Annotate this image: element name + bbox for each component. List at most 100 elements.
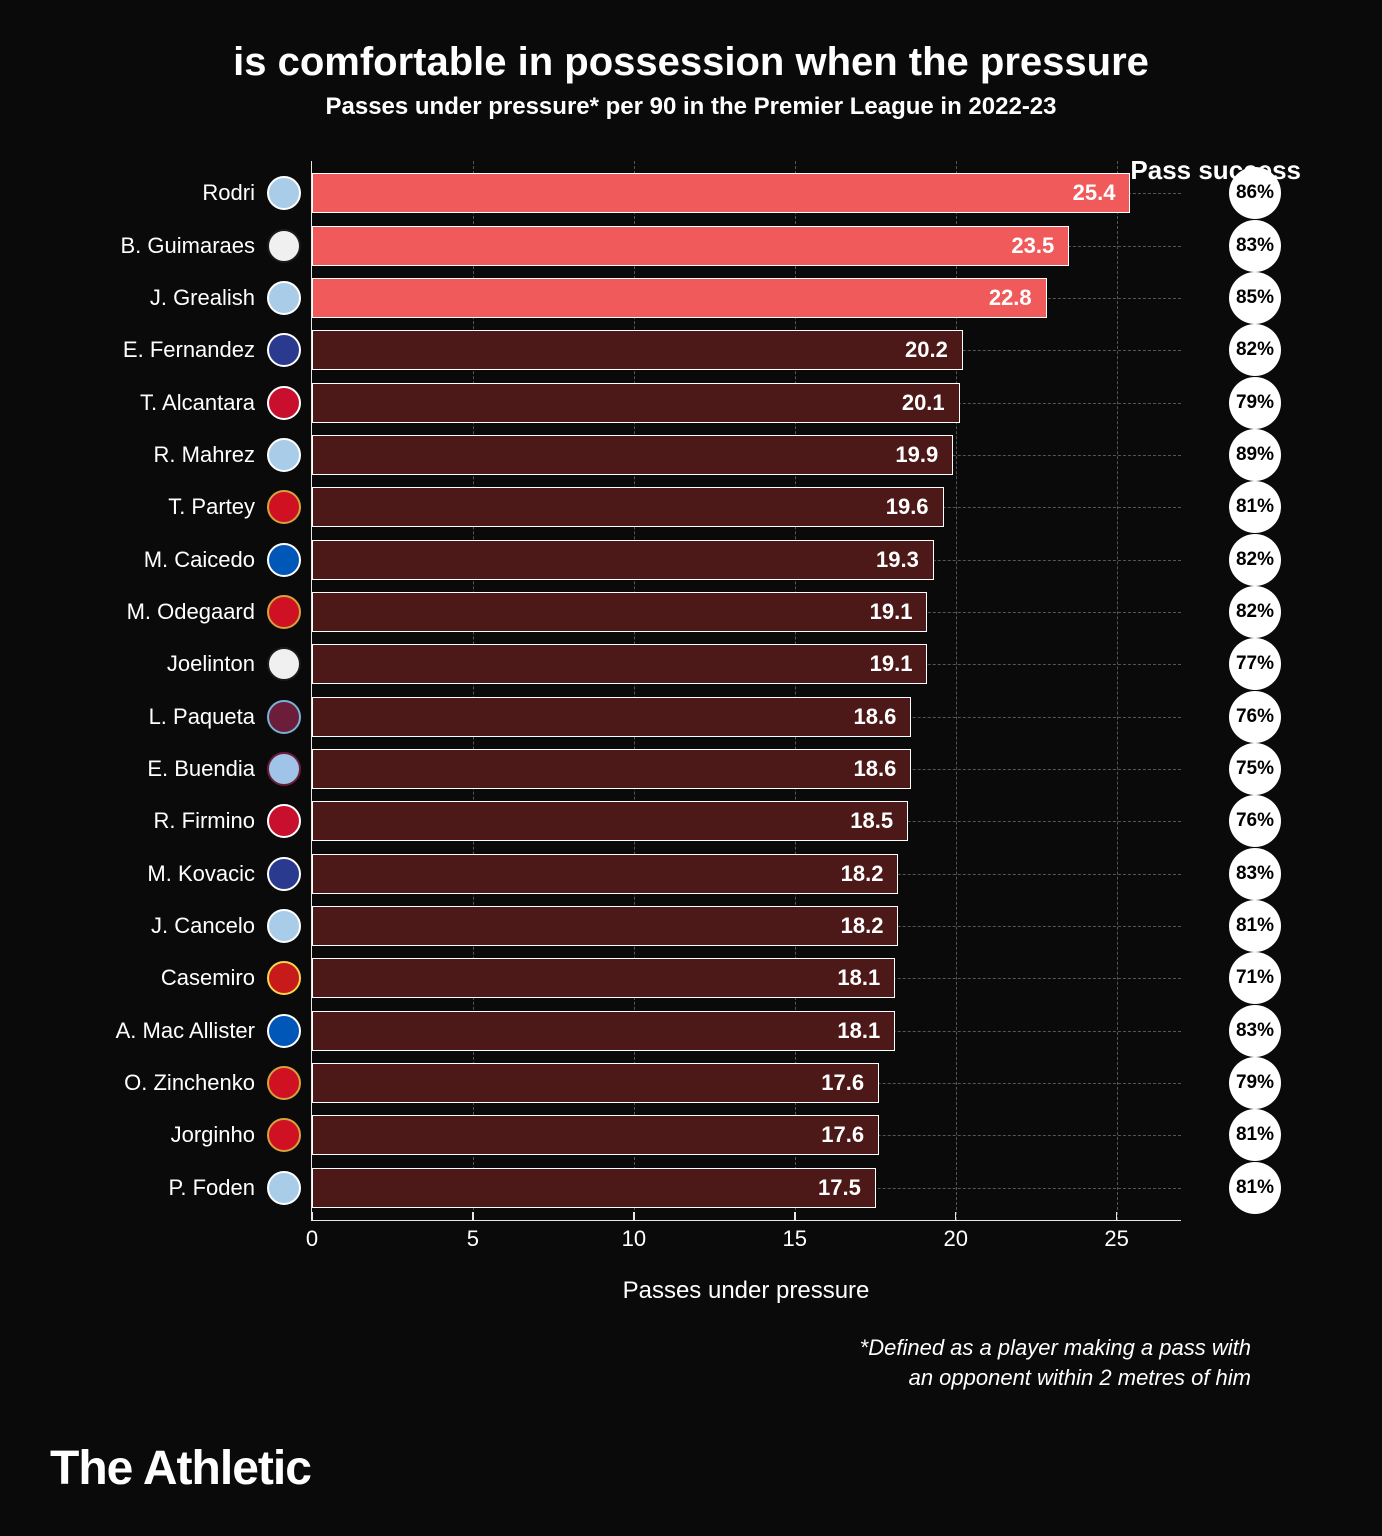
- club-badge-icon: [267, 752, 301, 786]
- pass-success-cell: 71%: [1229, 952, 1281, 1004]
- pass-success-cell: 75%: [1229, 743, 1281, 795]
- pass-success-circle: 81%: [1229, 900, 1281, 952]
- xtick-mark: [633, 1212, 635, 1220]
- bar-value: 19.3: [876, 547, 919, 573]
- pass-success-cell: 86%: [1229, 167, 1281, 219]
- chart-title: is comfortable in possession when the pr…: [50, 40, 1332, 85]
- player-name: E. Buendia: [72, 756, 267, 782]
- x-axis-ticks: 0510152025: [312, 1226, 1181, 1256]
- bar-value: 17.6: [821, 1122, 864, 1148]
- bar-value: 23.5: [1011, 233, 1054, 259]
- player-name: A. Mac Allister: [72, 1018, 267, 1044]
- pass-success-cell: 82%: [1229, 586, 1281, 638]
- player-name: B. Guimaraes: [72, 233, 267, 259]
- xtick-mark: [311, 1212, 313, 1220]
- player-name: J. Cancelo: [72, 913, 267, 939]
- club-badge-icon: [267, 1118, 301, 1152]
- bar: 18.1: [312, 1011, 895, 1051]
- club-badge-icon: [267, 1171, 301, 1205]
- bar: 25.4: [312, 173, 1130, 213]
- club-badge-icon: [267, 804, 301, 838]
- player-row: E. Fernandez20.282%: [72, 328, 1311, 372]
- bar-value: 18.2: [841, 861, 884, 887]
- pass-success-circle: 81%: [1229, 1162, 1281, 1214]
- bar: 23.5: [312, 226, 1069, 266]
- pass-success-cell: 81%: [1229, 481, 1281, 533]
- xtick-mark: [955, 1212, 957, 1220]
- player-row: Casemiro18.171%: [72, 956, 1311, 1000]
- bar: 19.1: [312, 592, 927, 632]
- footnote-line-2: an opponent within 2 metres of him: [71, 1363, 1251, 1393]
- player-row: M. Caicedo19.382%: [72, 538, 1311, 582]
- pass-success-circle: 81%: [1229, 481, 1281, 533]
- club-badge-icon: [267, 909, 301, 943]
- pass-success-circle: 76%: [1229, 691, 1281, 743]
- player-name: O. Zinchenko: [72, 1070, 267, 1096]
- player-row: T. Partey19.681%: [72, 485, 1311, 529]
- player-row: A. Mac Allister18.183%: [72, 1009, 1311, 1053]
- player-name: Casemiro: [72, 965, 267, 991]
- player-name: M. Caicedo: [72, 547, 267, 573]
- player-row: T. Alcantara20.179%: [72, 381, 1311, 425]
- xtick-label: 20: [943, 1226, 967, 1252]
- bar: 19.1: [312, 644, 927, 684]
- pass-success-cell: 76%: [1229, 795, 1281, 847]
- bar-value: 18.1: [837, 965, 880, 991]
- pass-success-circle: 83%: [1229, 848, 1281, 900]
- gridline: [634, 161, 635, 1220]
- bar-value: 19.1: [870, 599, 913, 625]
- footnote-line-1: *Defined as a player making a pass with: [71, 1333, 1251, 1363]
- player-name: T. Partey: [72, 494, 267, 520]
- bar-value: 22.8: [989, 285, 1032, 311]
- player-row: Rodri25.486%: [72, 171, 1311, 215]
- club-badge-icon: [267, 647, 301, 681]
- chart-subtitle: Passes under pressure* per 90 in the Pre…: [50, 93, 1332, 121]
- player-row: P. Foden17.581%: [72, 1166, 1311, 1210]
- club-badge-icon: [267, 700, 301, 734]
- xtick-label: 5: [467, 1226, 479, 1252]
- bar-value: 25.4: [1073, 180, 1116, 206]
- pass-success-circle: 76%: [1229, 795, 1281, 847]
- pass-success-circle: 77%: [1229, 638, 1281, 690]
- club-badge-icon: [267, 595, 301, 629]
- bar-value: 18.1: [837, 1018, 880, 1044]
- player-row: R. Firmino18.576%: [72, 799, 1311, 843]
- player-name: J. Grealish: [72, 285, 267, 311]
- bar: 18.2: [312, 854, 898, 894]
- pass-success-cell: 76%: [1229, 691, 1281, 743]
- pass-success-circle: 75%: [1229, 743, 1281, 795]
- bar: 18.5: [312, 801, 908, 841]
- club-badge-icon: [267, 176, 301, 210]
- bar: 19.6: [312, 487, 944, 527]
- gridline: [1117, 161, 1118, 1220]
- bar-value: 19.9: [895, 442, 938, 468]
- pass-success-cell: 79%: [1229, 1057, 1281, 1109]
- club-badge-icon: [267, 438, 301, 472]
- xtick-mark: [1116, 1212, 1118, 1220]
- player-row: M. Odegaard19.182%: [72, 590, 1311, 634]
- pass-success-cell: 83%: [1229, 220, 1281, 272]
- gridline: [795, 161, 796, 1220]
- player-name: M. Kovacic: [72, 861, 267, 887]
- player-row: J. Grealish22.885%: [72, 276, 1311, 320]
- club-badge-icon: [267, 961, 301, 995]
- xtick-label: 15: [783, 1226, 807, 1252]
- brand-logo: The Athletic: [50, 1441, 311, 1496]
- pass-success-cell: 81%: [1229, 900, 1281, 952]
- pass-success-cell: 81%: [1229, 1109, 1281, 1161]
- pass-success-cell: 85%: [1229, 272, 1281, 324]
- bar: 18.6: [312, 697, 911, 737]
- player-name: T. Alcantara: [72, 390, 267, 416]
- chart-plot-area: Rodri25.486%B. Guimaraes23.583%J. Greali…: [311, 161, 1181, 1221]
- club-badge-icon: [267, 1014, 301, 1048]
- player-name: E. Fernandez: [72, 337, 267, 363]
- club-badge-icon: [267, 281, 301, 315]
- pass-success-cell: 82%: [1229, 534, 1281, 586]
- bar: 17.6: [312, 1115, 879, 1155]
- bar: 18.1: [312, 958, 895, 998]
- player-name: L. Paqueta: [72, 704, 267, 730]
- bar-value: 20.2: [905, 337, 948, 363]
- xtick-label: 0: [306, 1226, 318, 1252]
- pass-success-circle: 83%: [1229, 220, 1281, 272]
- player-row: E. Buendia18.675%: [72, 747, 1311, 791]
